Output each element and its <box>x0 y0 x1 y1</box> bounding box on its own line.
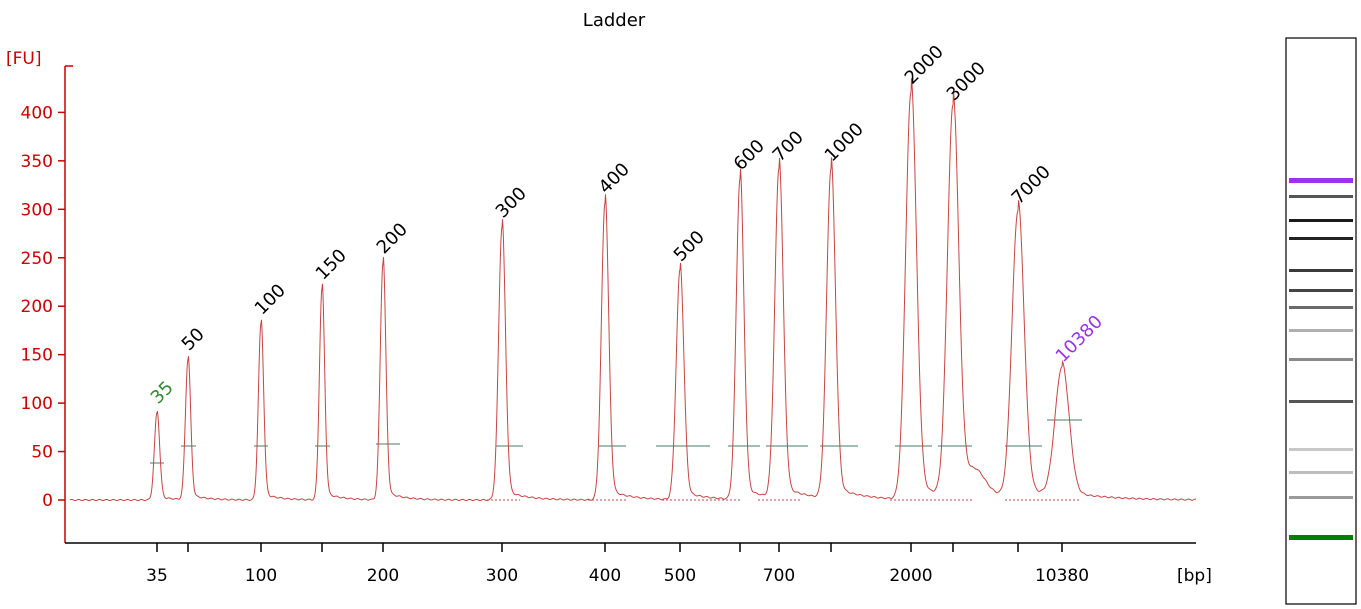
peak-label: 150 <box>312 245 351 284</box>
gel-band <box>1289 358 1353 361</box>
peak-label: 50 <box>178 324 209 355</box>
gel-band <box>1289 448 1353 451</box>
y-tick-label: 100 <box>21 394 53 414</box>
x-tick-label: 10380 <box>1035 566 1089 586</box>
peak-label: 200 <box>373 219 412 258</box>
gel-lane <box>1285 37 1357 605</box>
gel-band-lower-marker <box>1289 535 1353 540</box>
y-tick-label: 350 <box>21 152 53 172</box>
y-tick-label: 200 <box>21 297 53 317</box>
axes <box>64 65 1196 544</box>
gel-band <box>1289 496 1353 499</box>
x-tick-label: 400 <box>589 566 621 586</box>
y-axis-unit: [FU] <box>6 49 42 69</box>
x-tick-label: 500 <box>664 566 696 586</box>
peak-label: 2000 <box>901 41 948 88</box>
y-tick-label: 300 <box>21 200 53 220</box>
trace-group <box>69 78 1197 502</box>
gel-band <box>1289 195 1353 198</box>
trace-line <box>69 78 1197 502</box>
y-tick-label: 250 <box>21 249 53 269</box>
peak-label: 700 <box>769 127 808 166</box>
gel-lane-frame <box>1285 37 1357 605</box>
peak-label: 35 <box>147 377 178 408</box>
gel-band <box>1289 329 1353 332</box>
x-tick-label: 200 <box>367 566 399 586</box>
gel-band <box>1289 289 1353 292</box>
peak-label: 7000 <box>1008 161 1055 208</box>
peak-label: 3000 <box>943 58 990 105</box>
gel-band <box>1289 400 1353 403</box>
x-tick-label: 35 <box>146 566 168 586</box>
gel-band <box>1289 471 1353 474</box>
gel-band-upper-marker <box>1289 178 1353 183</box>
baseline-markers <box>150 419 1082 501</box>
y-tick-label: 400 <box>21 103 53 123</box>
y-tick-label: 0 <box>42 491 53 511</box>
y-tick-label: 150 <box>21 346 53 366</box>
x-tick-label: 2000 <box>889 566 932 586</box>
gel-band <box>1289 237 1353 240</box>
peak-label: 10380 <box>1052 311 1107 366</box>
peak-label: 600 <box>730 136 769 175</box>
x-tick-label: 300 <box>486 566 518 586</box>
y-tick-label: 50 <box>31 443 53 463</box>
peak-label: 1000 <box>821 119 868 166</box>
x-ticks: 35 100 200 300 400 500 700 2000 10380 <box>146 543 1089 586</box>
gel-band <box>1289 306 1353 309</box>
peak-label: 400 <box>595 159 634 198</box>
x-axis-unit: [bp] <box>1177 566 1212 586</box>
x-tick-label: 700 <box>763 566 795 586</box>
peak-label: 500 <box>670 227 709 266</box>
y-ticks: 0 50 100 150 200 250 300 350 400 <box>21 103 65 511</box>
peak-label: 300 <box>492 183 531 222</box>
x-tick-label: 100 <box>245 566 277 586</box>
gel-band <box>1289 269 1353 272</box>
peak-label: 100 <box>251 280 290 319</box>
gel-band <box>1289 219 1353 222</box>
chart-title: Ladder <box>583 10 646 31</box>
